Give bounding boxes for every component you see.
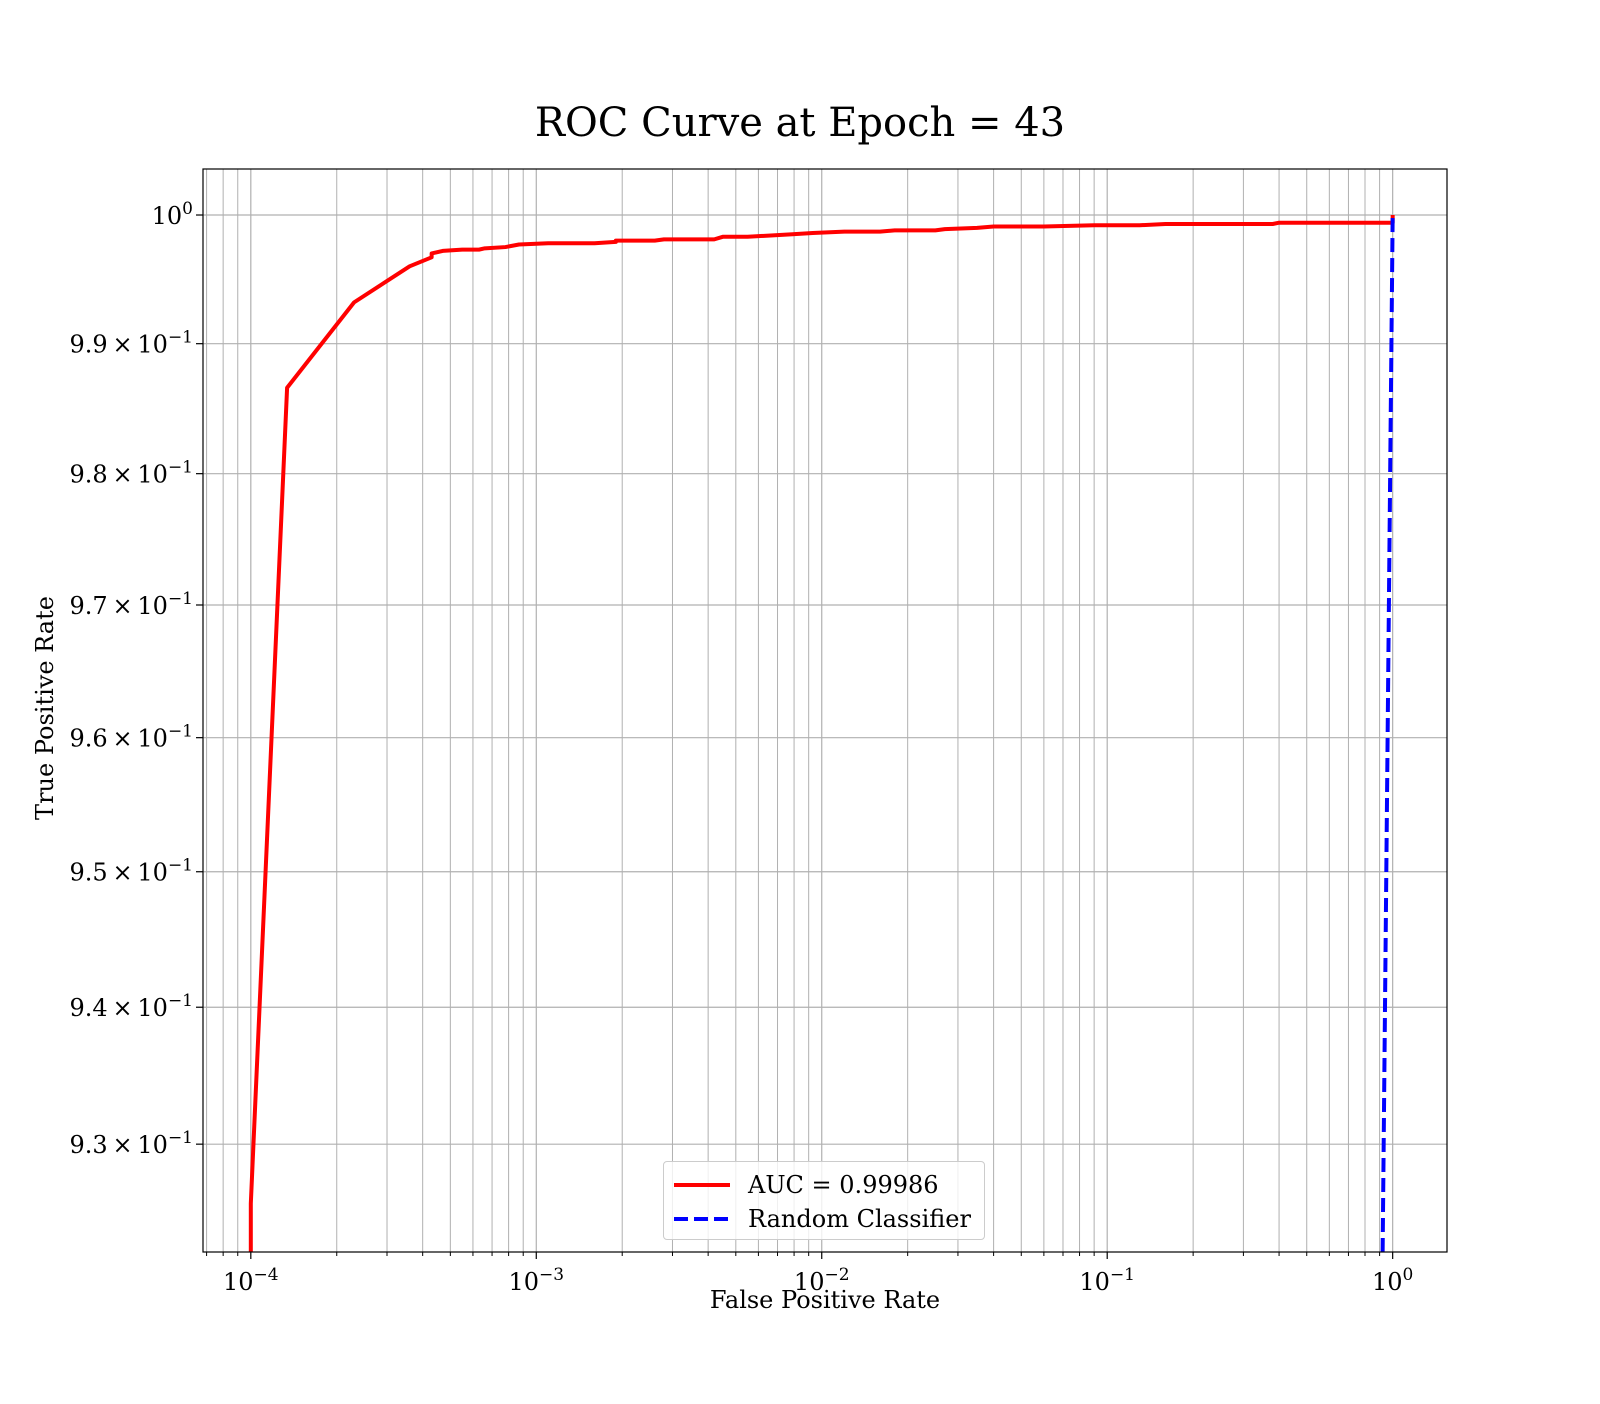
series-layer	[248, 214, 1395, 1252]
x-tick-label: 10−3	[508, 1265, 564, 1296]
x-axis-ticks: 10−4 10−3 10−2 10−1 100	[206, 1252, 1413, 1296]
legend: AUC = 0.99986 Random Classifier	[663, 1161, 985, 1240]
legend-swatch-random	[674, 1217, 730, 1221]
legend-swatch-auc	[674, 1183, 730, 1187]
grid-lines	[203, 169, 1447, 1252]
x-tick-label: 10−1	[1079, 1265, 1135, 1296]
y-tick-label: 9.3 × 10−1	[70, 1128, 193, 1159]
y-tick-label: 9.9 × 10−1	[70, 328, 193, 359]
plot-frame	[202, 168, 1448, 1253]
x-tick-label: 10−2	[794, 1265, 850, 1296]
y-tick-label: 9.4 × 10−1	[70, 991, 193, 1022]
chart-title: ROC Curve at Epoch = 43	[534, 100, 1066, 146]
y-tick-label: 9.6 × 10−1	[70, 722, 193, 753]
y-tick-label: 9.5 × 10−1	[70, 856, 193, 887]
random-classifier-line	[1380, 214, 1395, 1252]
legend-label-random: Random Classifier	[748, 1205, 971, 1233]
x-tick-label: 100	[1372, 1265, 1413, 1296]
y-tick-label: 9.8 × 10−1	[70, 458, 193, 489]
roc-curve-line	[248, 215, 1395, 1252]
legend-label-auc: AUC = 0.99986	[748, 1171, 939, 1199]
y-tick-label: 100	[152, 199, 193, 230]
y-axis-ticks: 9.3 × 10−1 9.4 × 10−1 9.5 × 10−1 9.6 × 10−1…	[70, 199, 203, 1159]
y-tick-label: 9.7 × 10−1	[70, 589, 193, 620]
legend-item-random: Random Classifier	[674, 1202, 971, 1236]
legend-item-auc: AUC = 0.99986	[674, 1168, 939, 1202]
x-tick-label: 10−4	[223, 1265, 279, 1296]
y-axis-label: True Positive Rate	[31, 596, 59, 820]
x-axis-label: False Positive Rate	[709, 1286, 941, 1314]
